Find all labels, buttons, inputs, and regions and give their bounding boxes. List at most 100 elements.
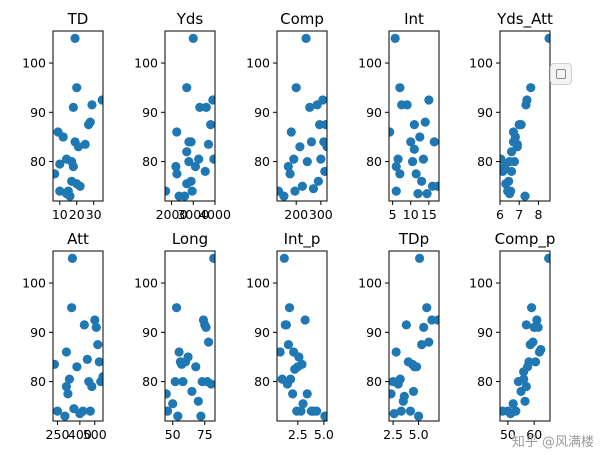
y-tick-label: 100 xyxy=(246,276,270,291)
data-point xyxy=(391,161,401,172)
data-point xyxy=(321,120,327,130)
data-point xyxy=(295,142,305,152)
axes-frame xyxy=(388,250,440,422)
axes-frame xyxy=(52,30,104,202)
y-tick-label: 80 xyxy=(477,374,493,389)
x-tick-label: 75 xyxy=(197,427,213,442)
data-point xyxy=(405,406,416,416)
data-point xyxy=(424,337,434,347)
data-point xyxy=(409,120,419,130)
data-point xyxy=(389,127,395,137)
data-point xyxy=(75,181,85,191)
data-point xyxy=(433,181,439,191)
data-point xyxy=(203,337,214,347)
data-point xyxy=(184,137,194,147)
data-point xyxy=(283,161,293,172)
subplot-long: Long 80 90 100 50 75 xyxy=(134,230,216,442)
data-point xyxy=(53,406,63,416)
data-point xyxy=(285,374,296,384)
data-point xyxy=(94,357,103,367)
x-tick-label: 300 xyxy=(309,207,333,222)
data-point xyxy=(389,409,399,419)
subplot-tdp: TDp 80 90 100 2.5 5.0 xyxy=(358,230,440,442)
data-point xyxy=(519,374,529,384)
y-tick-label: 100 xyxy=(358,276,382,291)
data-point xyxy=(172,127,182,137)
data-point xyxy=(504,176,514,186)
data-point xyxy=(302,156,312,167)
data-point xyxy=(399,391,409,401)
x-tick-label: 50 xyxy=(500,427,516,442)
x-tick-label: 7 xyxy=(515,207,523,222)
data-point xyxy=(402,100,412,110)
data-point xyxy=(165,186,171,196)
data-point xyxy=(516,120,526,130)
data-point xyxy=(98,372,103,382)
data-point xyxy=(289,347,299,357)
data-point xyxy=(183,352,193,362)
data-point xyxy=(302,389,312,399)
y-tick-label: 80 xyxy=(30,374,46,389)
points-att xyxy=(53,253,103,421)
subplot-title: Comp_p xyxy=(495,230,556,249)
axes-frame xyxy=(499,30,551,202)
subplot-int: Int 80 90 100 5 10 15 xyxy=(358,10,440,222)
data-point xyxy=(182,147,192,157)
data-point xyxy=(419,322,429,332)
y-tick-label: 80 xyxy=(366,374,382,389)
data-point xyxy=(179,191,190,201)
data-point xyxy=(184,156,194,167)
y-tick-label: 100 xyxy=(22,56,46,71)
data-point xyxy=(200,166,210,177)
data-point xyxy=(288,389,298,399)
data-point xyxy=(165,389,171,399)
data-point xyxy=(298,399,308,409)
data-point xyxy=(206,379,215,389)
data-point xyxy=(316,154,326,164)
data-point xyxy=(391,347,401,357)
points-tdp xyxy=(389,253,439,421)
x-tick-label: 2.5 xyxy=(288,427,308,442)
data-point xyxy=(409,144,419,154)
data-point xyxy=(524,357,534,367)
points-int-p xyxy=(277,253,327,421)
y-tick-label: 90 xyxy=(477,325,493,340)
data-point xyxy=(291,83,301,93)
data-point xyxy=(320,166,327,177)
points-int xyxy=(389,33,439,199)
y-tick-label: 80 xyxy=(30,154,46,169)
data-point xyxy=(415,253,425,263)
x-tick-label: 4000 xyxy=(199,207,231,222)
data-point xyxy=(522,95,532,105)
data-point xyxy=(170,376,180,387)
data-point xyxy=(55,159,65,169)
subplot-title: Long xyxy=(172,230,208,248)
data-point xyxy=(305,102,315,112)
data-point xyxy=(78,406,88,416)
axes-frame xyxy=(499,250,551,422)
data-point xyxy=(401,320,411,330)
x-tick-label: 30 xyxy=(86,207,102,222)
x-tick-label: 20 xyxy=(69,207,85,222)
data-point xyxy=(279,191,289,201)
data-point xyxy=(395,374,405,384)
x-tick-label: 50 xyxy=(165,427,181,442)
data-point xyxy=(80,139,90,149)
y-tick-label: 100 xyxy=(246,56,270,71)
data-point xyxy=(422,189,432,199)
x-tick-label: 200 xyxy=(284,207,308,222)
data-point xyxy=(171,161,181,172)
data-point xyxy=(203,139,214,149)
points-yds-att xyxy=(500,33,550,201)
data-point xyxy=(536,344,546,355)
x-tick-label: 15 xyxy=(421,207,437,222)
data-point xyxy=(60,411,70,421)
data-point xyxy=(429,137,439,147)
data-point xyxy=(174,347,184,357)
data-point xyxy=(391,186,401,196)
data-point xyxy=(61,347,72,357)
data-point xyxy=(533,322,543,332)
y-tick-label: 100 xyxy=(469,56,493,71)
data-point xyxy=(284,303,295,313)
